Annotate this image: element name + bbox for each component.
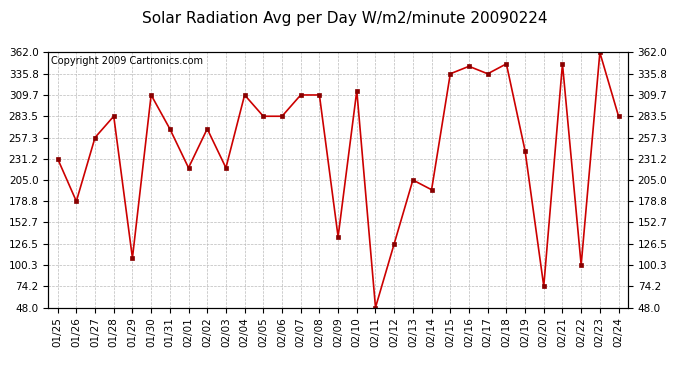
Text: Copyright 2009 Cartronics.com: Copyright 2009 Cartronics.com <box>51 56 203 66</box>
Text: Solar Radiation Avg per Day W/m2/minute 20090224: Solar Radiation Avg per Day W/m2/minute … <box>142 11 548 26</box>
